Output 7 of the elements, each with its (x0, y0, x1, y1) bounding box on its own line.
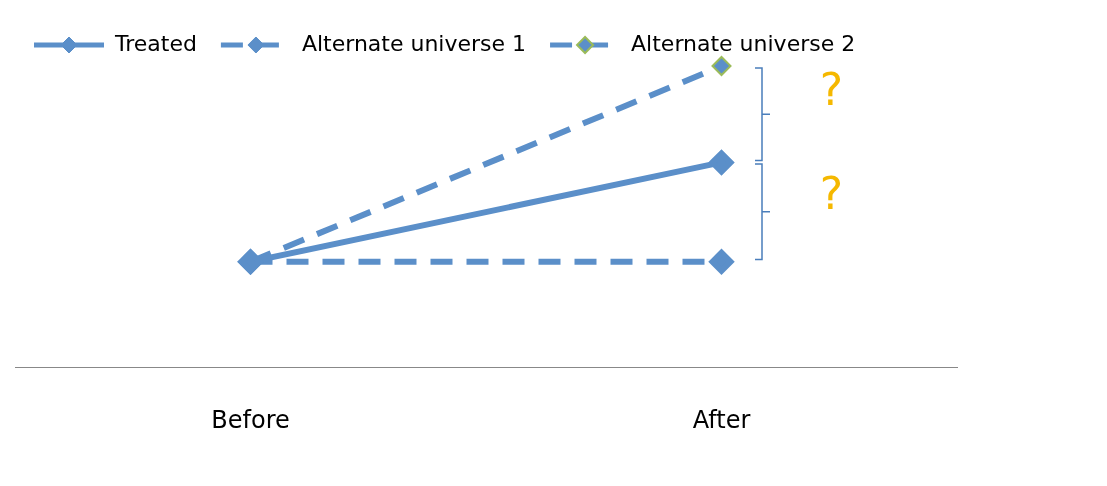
x-tick-label: Before (211, 405, 290, 434)
annotation: ? (819, 167, 844, 219)
legend-label: Treated (114, 30, 197, 56)
legend-label: Alternate universe 1 (301, 30, 527, 56)
x-tick-label: After (692, 405, 751, 434)
annotation: ? (819, 63, 844, 115)
legend-label: Alternate universe 2 (631, 30, 856, 56)
